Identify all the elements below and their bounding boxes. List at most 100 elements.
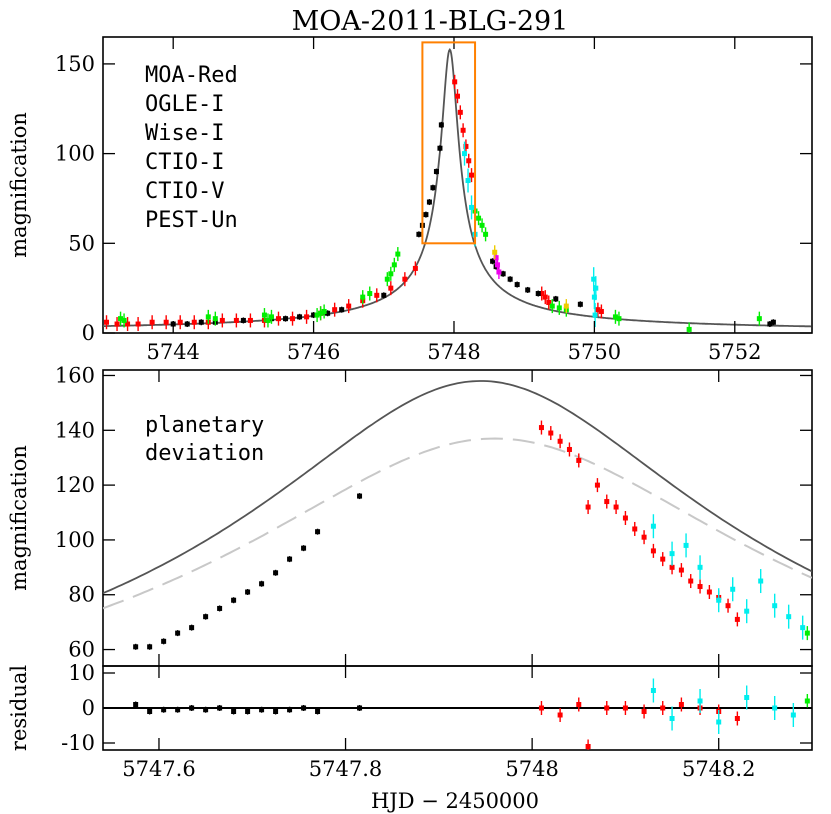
x-tick-label: 5748.2 [682,757,755,781]
data-point [483,231,489,237]
data-point [641,709,647,714]
data-point [716,719,722,725]
data-point [203,614,209,620]
data-point [240,317,246,323]
annotation-line-2: deviation [145,441,264,466]
data-point [203,707,209,713]
data-point [525,287,531,293]
data-point [697,564,703,570]
data-point [490,258,496,264]
data-point [438,122,444,128]
data-point [191,319,197,325]
data-point [125,321,131,327]
data-point [591,294,597,300]
data-point [245,589,251,595]
data-point [275,316,281,322]
legend-entry: MOA-Red [145,63,238,88]
data-point [553,296,559,302]
data-point [133,644,139,650]
data-point [357,705,363,711]
data-point [315,529,321,535]
data-point [430,185,436,191]
data-point [538,705,544,711]
data-point [412,265,418,271]
data-point [744,695,750,700]
data-point [650,688,656,693]
data-point [466,158,472,164]
data-point [594,482,600,488]
x-tick-label: 5747.6 [122,757,195,781]
data-point [493,255,499,261]
single-lens-model-curve [103,437,812,610]
data-point [367,291,373,297]
chart-title: MOA-2011-BLG-291 [292,6,569,37]
data-point [557,438,563,444]
data-point [592,312,598,318]
data-point [604,705,610,711]
data-point [770,319,776,325]
data-point [500,271,506,277]
data-point [175,707,181,713]
legend-entry: CTIO-I [145,150,224,175]
data-point [388,285,394,291]
data-point [669,564,675,570]
data-point [465,178,471,184]
x-tick-label: 5748 [505,757,558,781]
data-point [479,222,485,228]
data-point [339,307,345,313]
data-point [678,702,684,707]
data-point [613,504,619,510]
data-point [463,143,469,149]
data-point [287,707,293,713]
y-tick-label: 50 [68,231,95,255]
data-point [593,285,599,291]
data-point [683,542,689,548]
data-point [542,294,548,300]
data-point [135,321,141,327]
y-tick-label: 100 [55,528,95,552]
data-point [147,644,153,650]
data-point [346,303,352,309]
data-point [563,303,569,309]
data-point [114,321,120,327]
data-point [772,705,778,711]
data-point [678,567,684,573]
data-point [650,523,656,529]
data-point [786,614,792,620]
data-point [149,319,155,325]
residual-panel: -10 0 10 5747.6 5747.8 5748 5748.2 residual [7,661,813,781]
data-point [492,249,498,255]
data-point [767,321,773,327]
data-point [287,556,293,562]
data-point [650,548,656,554]
y-tick-label: 140 [55,418,95,442]
y-tick-label: 100 [55,142,95,166]
data-point [198,319,204,325]
data-point [688,578,694,584]
y-axis-label: magnification [7,112,31,258]
data-point [314,312,320,318]
data-point [301,705,307,711]
data-point [268,314,274,320]
y-tick-label: -10 [61,731,95,755]
x-tick-label: 5747.8 [309,757,382,781]
data-point [538,425,544,431]
data-point [595,307,601,313]
data-point [381,292,387,298]
data-point [612,314,618,320]
y-tick-label: 0 [82,321,95,345]
data-point [734,616,740,622]
plot-area [103,678,812,750]
data-point [332,307,338,313]
x-tick-label: 5752 [708,340,761,364]
x-axis-label: HJD − 2450000 [371,789,539,813]
data-point [318,310,324,316]
data-point [177,319,183,325]
y-axis-label: magnification [7,445,31,591]
data-point [423,212,429,218]
data-point [535,291,541,297]
legend-entry: Wise-I [145,121,224,146]
data-point [388,271,394,277]
data-point [476,215,482,221]
data-point [261,312,267,318]
